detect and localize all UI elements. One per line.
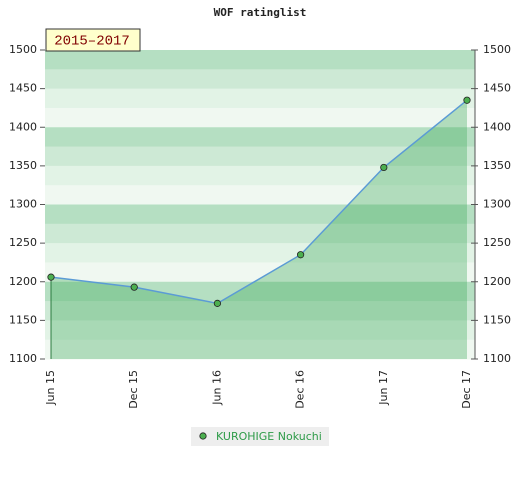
y2-tick-label: 1100 — [483, 352, 511, 365]
stripe — [45, 262, 475, 283]
legend-label: KUROHIGE Nokuchi — [216, 430, 322, 443]
y2-tick-label: 1300 — [483, 198, 511, 211]
y2-tick-label: 1500 — [483, 43, 511, 56]
y-tick-label: 1300 — [9, 198, 37, 211]
marker — [463, 96, 471, 104]
y2-tick-label: 1350 — [483, 159, 511, 172]
y2-tick-label: 1200 — [483, 275, 511, 288]
y-tick-label: 1400 — [9, 120, 37, 133]
stripe — [45, 223, 475, 244]
area — [51, 100, 467, 360]
y-tick-label: 1100 — [9, 352, 37, 365]
stripe — [45, 185, 475, 205]
legend — [191, 427, 329, 446]
y-tick-label: 1250 — [9, 236, 37, 249]
y-tick-label: 1450 — [9, 82, 37, 95]
stripe — [45, 320, 475, 341]
marker — [130, 283, 138, 291]
stripe — [45, 165, 475, 186]
y-tick-label: 1150 — [9, 313, 37, 326]
stripe — [45, 146, 475, 167]
stripe — [45, 243, 475, 263]
stripe — [45, 281, 475, 302]
stripe — [45, 127, 475, 148]
marker — [380, 163, 388, 172]
stripe — [45, 204, 475, 225]
y2-tick-label: 1450 — [483, 82, 511, 95]
y-tick-label: 1350 — [9, 159, 37, 172]
marker — [213, 299, 221, 307]
x-tick-label: Dec 16 — [294, 370, 307, 409]
line — [50, 99, 468, 305]
marker — [47, 273, 55, 281]
y2-tick-label: 1150 — [483, 313, 511, 326]
y-tick-label: 1200 — [9, 275, 37, 288]
x-tick-label: Jun 17 — [377, 370, 390, 406]
annotation-box — [45, 28, 141, 52]
stripe — [45, 339, 475, 360]
x-tick-label: Dec 17 — [460, 370, 473, 409]
chart-title: WOF ratinglist — [214, 6, 307, 19]
x-tick-label: Jun 16 — [210, 370, 223, 406]
y-tick-label: 1500 — [9, 43, 37, 56]
stripe — [45, 69, 475, 90]
plot-background — [45, 50, 475, 360]
y2-tick-label: 1400 — [483, 120, 511, 133]
stripe — [45, 107, 475, 128]
stripe — [45, 50, 475, 70]
x-tick-label: Dec 15 — [127, 370, 140, 409]
annotation: 2015–2017 — [54, 34, 130, 50]
legend-marker — [199, 432, 207, 440]
y2-tick-label: 1250 — [483, 236, 511, 249]
stripe — [45, 301, 475, 321]
x-tick-label: Jun 15 — [44, 370, 57, 406]
marker — [296, 251, 305, 259]
stripe — [45, 88, 475, 109]
